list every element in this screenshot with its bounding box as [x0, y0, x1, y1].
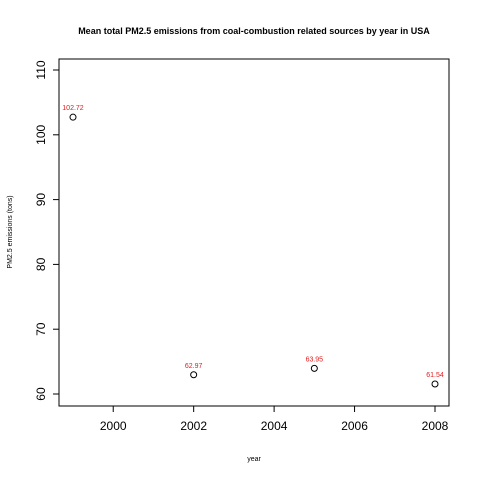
x-axis: 2000 2002 2004 2006 2008 [100, 406, 449, 433]
data-points [69, 113, 439, 388]
y-axis: 60 70 80 90 100 110 [34, 60, 59, 401]
data-label: 61.54 [426, 372, 444, 379]
x-tick-label: 2004 [261, 419, 288, 433]
data-point [431, 380, 439, 388]
plot-frame [58, 58, 450, 407]
x-tick-label: 2006 [341, 419, 368, 433]
chart-title: Mean total PM2.5 emissions from coal-com… [78, 26, 430, 36]
data-label: 63.95 [306, 356, 324, 363]
y-axis-label: PM2.5 emissions (tons) [7, 195, 14, 268]
x-tick-label: 2002 [180, 419, 207, 433]
data-label: 62.97 [185, 363, 203, 370]
y-tick-label: 110 [34, 60, 48, 79]
data-labels: 102.72 62.97 63.95 61.54 [62, 105, 444, 379]
data-point [69, 113, 77, 121]
data-label: 102.72 [62, 105, 84, 112]
x-tick-label: 2000 [100, 419, 127, 433]
y-tick-label: 80 [34, 257, 48, 271]
y-tick-label: 60 [34, 387, 48, 401]
y-tick-label: 70 [34, 322, 48, 336]
y-tick-label: 100 [34, 124, 48, 144]
data-point [310, 364, 318, 372]
x-axis-label: year [247, 456, 261, 463]
data-point [190, 371, 198, 379]
y-tick-label: 90 [34, 193, 48, 207]
x-tick-label: 2008 [422, 419, 449, 433]
